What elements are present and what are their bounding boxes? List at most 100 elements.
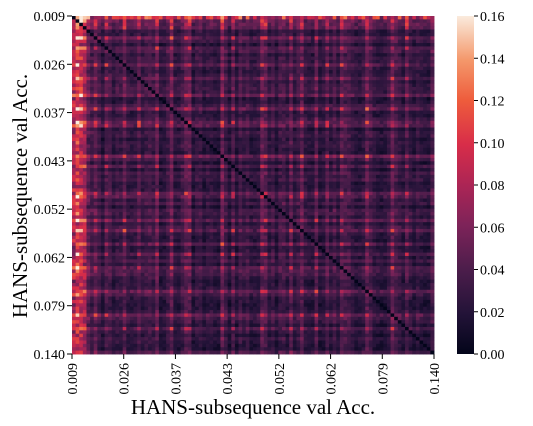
heatmap-cell <box>267 147 272 152</box>
heatmap-cell <box>119 117 124 122</box>
heatmap-cell <box>245 157 250 162</box>
heatmap-cell <box>151 151 156 156</box>
heatmap-cell <box>408 83 413 88</box>
heatmap-cell <box>365 36 370 41</box>
heatmap-cell <box>390 103 395 108</box>
heatmap-cell <box>202 16 207 20</box>
heatmap-cell <box>314 76 319 81</box>
heatmap-cell <box>97 29 102 34</box>
heatmap-cell <box>303 80 308 85</box>
heatmap-cell <box>126 134 131 139</box>
heatmap-cell <box>415 59 420 64</box>
heatmap-cell <box>405 93 410 98</box>
heatmap-cell <box>274 49 279 54</box>
heatmap-cell <box>155 26 160 30</box>
heatmap-cell <box>372 114 377 118</box>
heatmap-cell <box>234 141 239 145</box>
heatmap-cell <box>166 97 171 101</box>
heatmap-cell <box>343 100 348 105</box>
heatmap-cell <box>104 174 109 179</box>
heatmap-cell <box>281 107 287 112</box>
heatmap-cell <box>180 124 185 128</box>
heatmap-cell <box>231 19 236 24</box>
heatmap-cell <box>184 43 189 47</box>
heatmap-cell <box>256 83 261 88</box>
heatmap-cell <box>198 147 203 152</box>
heatmap-cell <box>115 161 120 166</box>
heatmap-cell <box>289 90 294 95</box>
heatmap-cell <box>343 73 348 78</box>
heatmap-cell <box>368 76 373 81</box>
heatmap-cell <box>108 164 113 169</box>
heatmap-cell <box>220 147 225 152</box>
heatmap-cell <box>227 83 232 88</box>
heatmap-cell <box>111 26 116 30</box>
heatmap-cell <box>108 168 113 172</box>
heatmap-cell <box>245 93 250 98</box>
heatmap-cell <box>281 114 287 118</box>
heatmap-cell <box>166 134 171 139</box>
heatmap-cell <box>176 134 182 139</box>
heatmap-cell <box>231 73 236 78</box>
heatmap-cell <box>140 32 145 37</box>
heatmap-cell <box>300 83 305 88</box>
heatmap-cell <box>104 19 109 24</box>
heatmap-cell <box>372 103 377 108</box>
heatmap-cell <box>82 90 87 95</box>
heatmap-cell <box>72 178 77 183</box>
heatmap-cell <box>296 29 301 34</box>
heatmap-cell <box>285 100 290 105</box>
heatmap-cell <box>140 127 145 132</box>
heatmap-cell <box>347 63 352 68</box>
heatmap-cell <box>126 181 131 186</box>
heatmap-cell <box>86 97 91 101</box>
heatmap-cell <box>119 103 124 108</box>
heatmap-cell <box>187 29 192 34</box>
heatmap-cell <box>383 97 388 101</box>
heatmap-cell <box>314 86 319 91</box>
heatmap-cell <box>224 22 229 27</box>
heatmap-cell <box>325 97 330 101</box>
heatmap-cell <box>314 103 319 108</box>
heatmap-cell <box>148 114 153 118</box>
heatmap-cell <box>151 43 156 47</box>
heatmap-cell <box>202 137 207 142</box>
heatmap-cell <box>148 120 153 125</box>
heatmap-cell <box>263 110 268 115</box>
heatmap-cell <box>347 141 352 145</box>
heatmap-cell <box>180 93 185 98</box>
heatmap-cell <box>162 141 167 145</box>
heatmap-cell <box>249 120 254 125</box>
heatmap-cell <box>184 134 189 139</box>
heatmap-cell <box>281 161 287 166</box>
heatmap-cell <box>354 120 359 125</box>
heatmap-cell <box>151 164 156 169</box>
heatmap-cell <box>278 19 283 24</box>
heatmap-cell <box>325 90 330 95</box>
heatmap-cell <box>423 32 428 37</box>
heatmap-cell <box>383 181 388 186</box>
heatmap-cell <box>86 90 91 95</box>
heatmap-cell <box>260 147 265 152</box>
heatmap-cell <box>278 36 283 41</box>
heatmap-cell <box>227 107 232 112</box>
heatmap-cell <box>151 39 156 44</box>
heatmap-cell <box>263 134 268 139</box>
heatmap-cell <box>104 114 109 118</box>
heatmap-cell <box>361 178 366 183</box>
heatmap-cell <box>307 103 312 108</box>
heatmap-cell <box>129 117 134 122</box>
heatmap-cell <box>372 32 377 37</box>
heatmap-cell <box>253 103 258 108</box>
heatmap-cell <box>90 100 95 105</box>
heatmap-cell <box>169 43 174 47</box>
heatmap-cell <box>278 70 283 74</box>
heatmap-cell <box>260 46 265 51</box>
heatmap-cell <box>390 97 395 101</box>
heatmap-cell <box>274 93 279 98</box>
heatmap-cell <box>140 103 145 108</box>
heatmap-cell <box>423 49 428 54</box>
heatmap-cell <box>238 70 243 74</box>
heatmap-cell <box>166 86 171 91</box>
heatmap-cell <box>289 117 294 122</box>
